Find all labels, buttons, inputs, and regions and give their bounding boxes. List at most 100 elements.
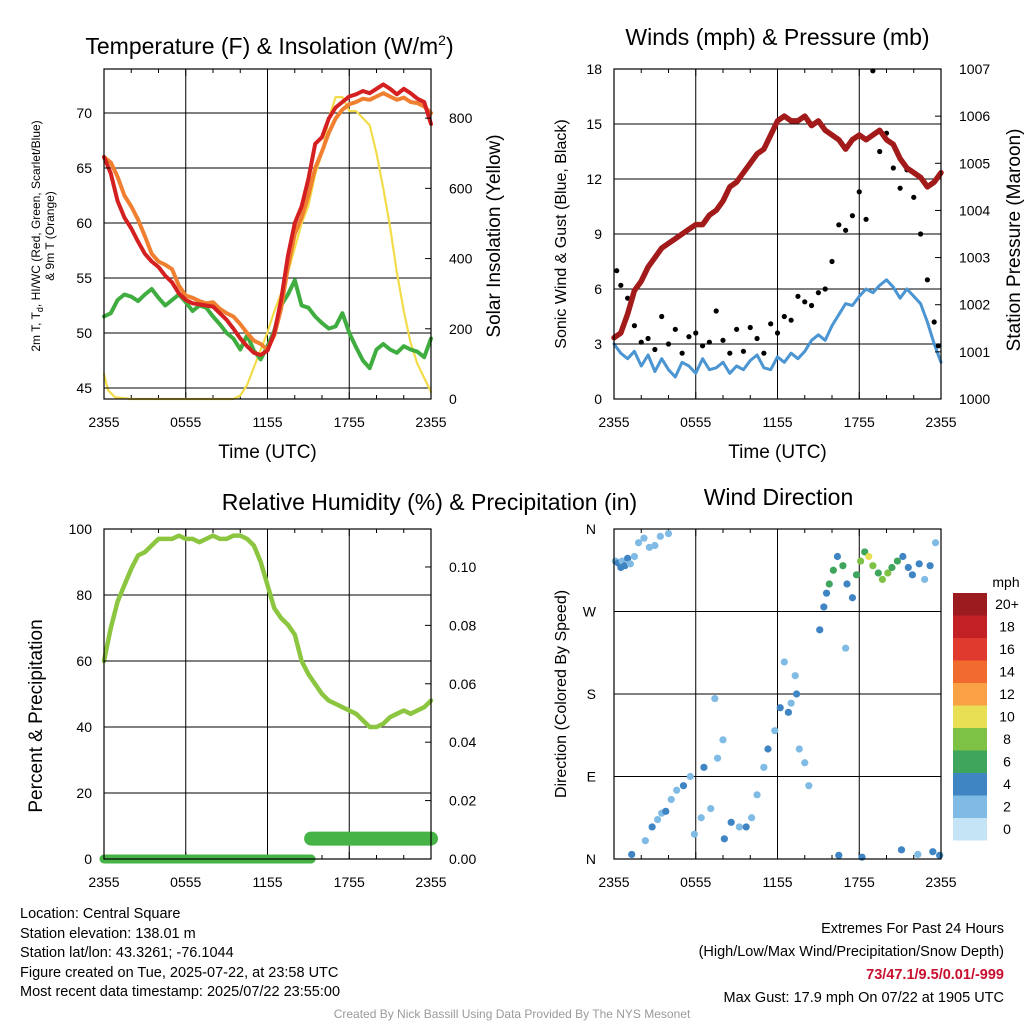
- gust-point: [836, 222, 842, 228]
- x-tick-label: 0555: [170, 414, 201, 430]
- x-tick-label: 2355: [925, 414, 956, 430]
- recent-timestamp: Most recent data timestamp: 2025/07/22 2…: [20, 984, 341, 1001]
- direction-point: [641, 837, 649, 845]
- direction-point: [801, 759, 809, 767]
- direction-point: [648, 823, 656, 831]
- gust-point: [720, 337, 726, 343]
- wind-ylabel-right-text: Station Pressure (Maroon): [1004, 129, 1024, 352]
- legend-label: 2: [1003, 799, 1011, 815]
- gust-point: [686, 334, 692, 340]
- direction-point: [833, 552, 842, 561]
- direction-point: [654, 815, 662, 824]
- temp-ylabel-line2: & 9m T (Orange): [43, 191, 57, 281]
- direction-point: [915, 560, 923, 568]
- y-tick-label: 0: [594, 391, 602, 407]
- direction-point: [630, 552, 639, 561]
- direction-point: [645, 543, 654, 551]
- x-tick-label: 1755: [334, 414, 365, 430]
- direction-point: [921, 575, 929, 584]
- direction-tick-label: S: [587, 686, 596, 702]
- legend-swatch: [953, 660, 987, 683]
- x-tick-label: 1755: [844, 874, 875, 890]
- gust-point: [911, 194, 917, 200]
- direction-point: [787, 699, 795, 707]
- wind-xlabel: Time (UTC): [728, 442, 827, 463]
- y-tick-right-label: 1003: [959, 250, 990, 266]
- y-tick-label: 70: [76, 105, 92, 121]
- legend-label: 6: [1003, 754, 1011, 770]
- gust-point: [672, 326, 678, 332]
- direction-point: [914, 850, 922, 859]
- temp-title: Temperature (F) & Insolation (W/m2): [85, 32, 453, 59]
- temp-xlabel: Time (UTC): [218, 442, 317, 463]
- direction-point: [697, 814, 705, 822]
- gust-point: [877, 148, 883, 155]
- direction-point: [651, 541, 659, 550]
- temp-ylabel-right: Solar Insolation (Yellow): [484, 134, 505, 337]
- x-tick-label: 0555: [680, 414, 711, 430]
- wind-ylabel-right: Station Pressure (Maroon): [1004, 129, 1024, 352]
- temp-ylabel-left: 2m T, Td, HI/WC (Red, Green, Scarlet/Blu…: [29, 120, 57, 351]
- gust-point: [645, 335, 651, 342]
- plot-border: [103, 68, 432, 400]
- max-gust: Max Gust: 17.9 mph On 07/22 at 1905 UTC: [723, 990, 1004, 1006]
- legend-swatch: [953, 728, 987, 751]
- x-tick-label: 1155: [252, 414, 282, 430]
- legend-swatch: [953, 750, 987, 773]
- wind-title: Winds (mph) & Pressure (mb): [625, 24, 929, 50]
- gust-point: [618, 282, 624, 288]
- rh-ylabel-left: Percent & Precipitation: [26, 619, 47, 812]
- direction-tick-label: W: [583, 604, 597, 620]
- legend-label: 0: [1003, 821, 1011, 837]
- direction-point: [897, 846, 906, 854]
- wind-speed-line: [612, 278, 943, 379]
- direction-point: [904, 563, 912, 572]
- gust-point: [856, 189, 862, 195]
- direction-point: [713, 754, 722, 762]
- direction-point: [908, 571, 916, 579]
- direction-point: [795, 745, 803, 753]
- y-tick-right-label: 0.10: [449, 559, 476, 575]
- direction-point: [816, 626, 824, 634]
- direction-tick-label: E: [587, 769, 596, 785]
- gust-point: [659, 313, 665, 320]
- legend-swatch: [953, 683, 987, 706]
- wind-ylabel-left: Sonic Wind & Gust (Blue, Black): [553, 119, 570, 348]
- legend-title: mph: [992, 574, 1019, 590]
- y-tick-right-label: 1000: [959, 391, 990, 407]
- gust-point: [822, 286, 828, 292]
- y-tick-right-label: 1002: [959, 297, 990, 313]
- gust-point: [740, 348, 747, 354]
- x-tick-label: 2355: [598, 414, 629, 430]
- direction-title: Wind Direction: [704, 484, 854, 510]
- direction-point: [926, 562, 934, 570]
- y-tick-right-label: 0.04: [449, 734, 476, 750]
- y-tick-right-label: 200: [449, 321, 473, 337]
- gust-point: [747, 324, 753, 331]
- direction-point: [878, 575, 887, 584]
- gust-point: [917, 231, 924, 237]
- direction-point: [936, 851, 944, 859]
- x-tick-label: 0555: [170, 874, 201, 890]
- y-tick-label: 45: [76, 380, 92, 396]
- y-tick-label: 55: [76, 270, 92, 286]
- direction-point: [748, 814, 756, 822]
- y-tick-label: 6: [594, 281, 602, 297]
- direction-point: [843, 580, 851, 588]
- direction-point: [700, 763, 708, 771]
- x-tick-label: 1155: [762, 414, 792, 430]
- x-tick-label: 2355: [415, 414, 446, 430]
- gust-point: [614, 268, 620, 274]
- gust-point: [863, 216, 869, 222]
- gust-point: [815, 290, 821, 296]
- y-tick-label: 100: [69, 521, 93, 537]
- x-tick-label: 1755: [844, 414, 875, 430]
- direction-point: [884, 569, 892, 577]
- direction-point: [690, 830, 698, 838]
- temp-ylabel-line1: 2m T, Td, HI/WC (Red, Green, Scarlet/Blu…: [29, 120, 45, 351]
- y-tick-label: 18: [586, 61, 602, 77]
- legend-swatch: [953, 705, 987, 728]
- gust-point: [843, 227, 849, 233]
- gust-point: [795, 293, 801, 299]
- x-tick-label: 1755: [334, 874, 365, 890]
